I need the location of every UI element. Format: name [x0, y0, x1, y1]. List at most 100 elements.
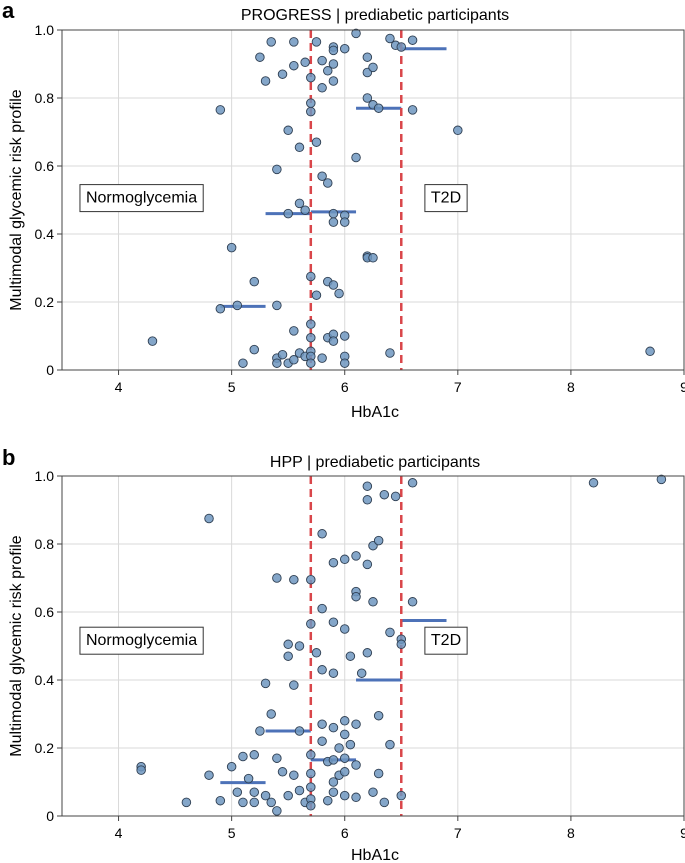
- x-tick-label: 5: [228, 379, 236, 395]
- data-point: [204, 770, 214, 780]
- data-point: [351, 152, 361, 163]
- data-point: [373, 103, 384, 113]
- data-point: [385, 627, 395, 638]
- data-point: [249, 797, 260, 808]
- data-point: [306, 98, 316, 108]
- data-point: [373, 768, 384, 779]
- data-point: [266, 709, 276, 719]
- data-point: [272, 753, 282, 763]
- data-point: [345, 739, 356, 750]
- data-point: [317, 529, 327, 539]
- y-tick-label: 0.2: [35, 294, 55, 310]
- data-point: [656, 474, 667, 485]
- x-tick-label: 9: [680, 379, 685, 395]
- data-point: [373, 535, 384, 546]
- data-point: [339, 790, 350, 801]
- data-points: [147, 28, 655, 368]
- y-tick-label: 0.6: [35, 604, 55, 620]
- data-point: [306, 801, 316, 811]
- data-point: [215, 105, 226, 115]
- data-point: [147, 336, 158, 346]
- data-point: [260, 76, 271, 86]
- data-point: [306, 72, 316, 83]
- data-point: [289, 37, 299, 47]
- data-point: [453, 125, 463, 136]
- data-point: [306, 768, 316, 779]
- y-axis-label: Multimodal glycemic risk profile: [8, 89, 25, 310]
- data-point: [317, 83, 327, 93]
- data-point: [226, 761, 237, 772]
- data-point: [368, 253, 378, 263]
- region-label-text: Normoglycemia: [86, 190, 197, 207]
- x-tick-label: 8: [567, 379, 575, 395]
- data-point: [294, 726, 305, 736]
- data-point: [351, 551, 361, 561]
- data-point: [356, 668, 367, 678]
- x-tick-label: 9: [680, 825, 685, 841]
- y-ticks: 0 0.2 0.4 0.6 0.8 1.0: [35, 468, 62, 824]
- data-point: [390, 491, 401, 502]
- data-point: [283, 639, 293, 650]
- data-point: [328, 668, 339, 678]
- x-ticks: 4 5 6 7 8 9: [115, 370, 685, 395]
- data-point: [339, 217, 350, 227]
- panel-letter: a: [2, 0, 15, 23]
- data-point: [328, 336, 339, 346]
- data-point: [238, 358, 248, 368]
- data-point: [260, 790, 271, 801]
- data-point: [379, 489, 390, 500]
- data-point: [339, 729, 350, 740]
- data-point: [311, 137, 322, 147]
- data-point: [362, 559, 373, 570]
- y-ticks: 0 0.2 0.4 0.6 0.8 1.0: [35, 22, 62, 378]
- data-point: [243, 773, 254, 784]
- data-point: [294, 142, 305, 153]
- data-point: [407, 597, 418, 607]
- y-tick-label: 1.0: [35, 468, 55, 484]
- y-tick-label: 0.4: [35, 672, 55, 688]
- data-point: [317, 55, 327, 66]
- data-point: [334, 743, 344, 753]
- data-point: [306, 619, 316, 629]
- data-point: [407, 105, 418, 115]
- region-label-text: T2D: [431, 632, 461, 649]
- data-point: [373, 710, 384, 721]
- y-tick-label: 1.0: [35, 22, 55, 38]
- data-point: [260, 678, 271, 689]
- chart-panel-b: b HPP | prediabetic participants Multimo…: [2, 445, 685, 863]
- data-point: [317, 736, 327, 746]
- data-point: [339, 331, 350, 341]
- data-point: [328, 76, 339, 86]
- data-point: [238, 797, 248, 808]
- data-point: [306, 332, 316, 343]
- data-point: [272, 358, 282, 368]
- data-point: [362, 93, 373, 103]
- data-point: [306, 574, 316, 585]
- region-label-box: [79, 626, 204, 655]
- threshold-lines: [309, 30, 403, 370]
- data-point: [215, 304, 226, 314]
- data-point: [385, 348, 395, 358]
- x-tick-label: 8: [567, 825, 575, 841]
- data-point: [294, 785, 305, 796]
- region-label-box: [79, 184, 204, 213]
- data-point: [289, 770, 299, 780]
- region-label: Normoglycemia: [79, 626, 204, 655]
- data-point: [283, 125, 293, 136]
- data-point: [368, 787, 378, 797]
- median-segments: [220, 47, 447, 308]
- data-point: [328, 217, 339, 227]
- data-point: [272, 300, 282, 311]
- data-point: [328, 722, 339, 733]
- data-point: [306, 782, 316, 792]
- data-point: [266, 797, 276, 808]
- data-point: [368, 597, 378, 607]
- data-point: [255, 52, 265, 62]
- data-point: [334, 288, 344, 299]
- data-point: [238, 751, 248, 762]
- data-point: [289, 355, 299, 365]
- data-point: [277, 69, 288, 79]
- data-point: [328, 208, 339, 219]
- x-tick-label: 7: [454, 379, 462, 395]
- data-point: [289, 574, 299, 585]
